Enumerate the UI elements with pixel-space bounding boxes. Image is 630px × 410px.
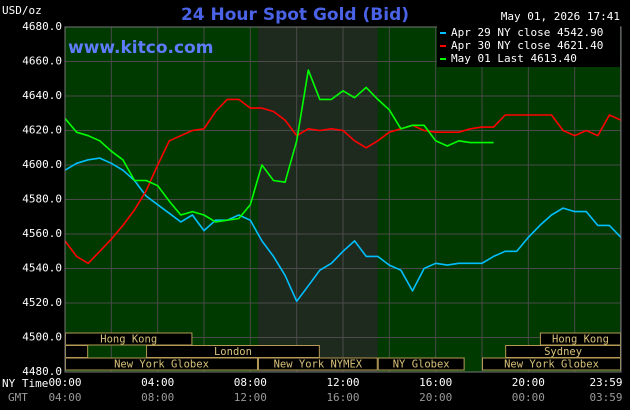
y-tick-label: 4640.0 (22, 89, 62, 102)
x-tick-label: 04:00 (141, 376, 174, 389)
x2-tick-label: 03:59 (589, 391, 622, 404)
legend-label: Apr 29 NY close 4542.90 (451, 26, 603, 39)
legend-label: May 01 Last 4613.40 (451, 52, 577, 65)
series-line (64, 98, 622, 265)
y-tick-label: 4620.0 (22, 124, 62, 137)
session-label: New York Globex (114, 359, 209, 371)
y-tick-label: 4580.0 (22, 193, 62, 206)
series-line (64, 157, 622, 303)
session-label: NY Globex (393, 359, 450, 371)
y-axis-label: USD/oz (2, 4, 42, 17)
session-bar (257, 357, 378, 371)
session-bar (65, 345, 89, 358)
x2-tick-label: 04:00 (48, 391, 81, 404)
series-line (64, 69, 494, 223)
y-tick-label: 4600.0 (22, 158, 62, 171)
timestamp: May 01, 2026 17:41 (501, 10, 620, 23)
x-tick-label: 00:00 (48, 376, 81, 389)
x-tick-label: 16:00 (419, 376, 452, 389)
y-tick-label: 4520.0 (22, 296, 62, 309)
x2-tick-label: 16:00 (326, 391, 359, 404)
x2-axis-label: GMT (8, 391, 28, 404)
session-label: Sydney (544, 346, 582, 358)
session-bar (377, 357, 465, 371)
x-tick-label: 20:00 (512, 376, 545, 389)
y-tick-label: 4480.0 (22, 365, 62, 378)
x-tick-label: 12:00 (326, 376, 359, 389)
session-label: New York NYMEX (274, 359, 363, 371)
x-axis-label: NY Time (2, 377, 48, 390)
x2-tick-label: 12:00 (234, 391, 267, 404)
plot-frame (64, 26, 622, 373)
legend-label: Apr 30 NY close 4621.40 (451, 39, 603, 52)
x2-tick-label: 20:00 (419, 391, 452, 404)
x2-tick-label: 08:00 (141, 391, 174, 404)
session-label: Hong Kong (552, 334, 609, 346)
y-tick-label: 4500.0 (22, 331, 62, 344)
x-tick-label: 23:59 (589, 376, 622, 389)
chart-title: 24 Hour Spot Gold (Bid) (181, 5, 409, 25)
watermark: www.kitco.com (68, 38, 213, 58)
session-label: New York Globex (504, 359, 599, 371)
session-label: Hong Kong (100, 334, 157, 346)
legend-box (437, 26, 620, 67)
y-tick-label: 4540.0 (22, 262, 62, 275)
session-label: London (214, 346, 252, 358)
y-tick-label: 4660.0 (22, 55, 62, 68)
x2-tick-label: 00:00 (512, 391, 545, 404)
y-tick-label: 4680.0 (22, 20, 62, 33)
y-tick-label: 4560.0 (22, 227, 62, 240)
x-tick-label: 08:00 (234, 376, 267, 389)
